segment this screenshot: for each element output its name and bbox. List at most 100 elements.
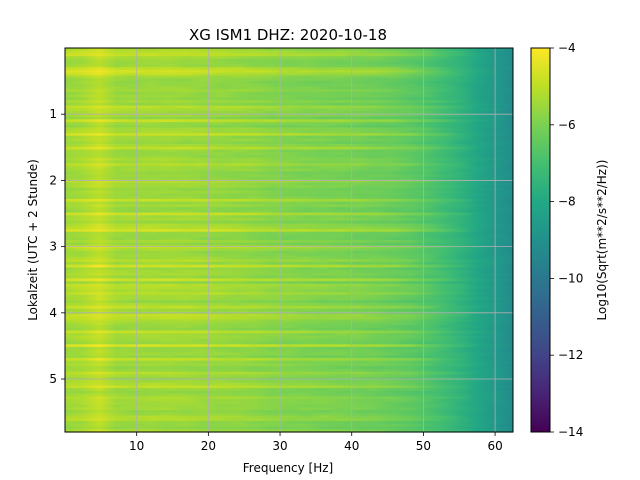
heatmap-row — [65, 64, 513, 68]
y-axis-label: Lokalzeit (UTC + 2 Stunde) — [26, 159, 40, 321]
heatmap-row — [65, 113, 513, 118]
heatmap-row — [65, 182, 513, 186]
colorbar-ticks: −4 −6 −8 −10 −12 −14 — [550, 41, 583, 439]
heatmap-row — [65, 272, 513, 277]
colorbar-fill — [531, 48, 550, 432]
heatmap-row — [65, 338, 513, 343]
heatmap-row — [65, 72, 513, 77]
heatmap-row — [65, 289, 513, 293]
heatmap-row — [65, 256, 513, 260]
heatmap-row — [65, 316, 513, 321]
heatmap-row — [65, 410, 513, 414]
colorbar-label: Log10(Sqrt(m**2/s**2/Hz)) — [595, 160, 609, 321]
heatmap-row — [65, 53, 513, 57]
heatmap-row — [65, 283, 513, 288]
heatmap-row — [65, 344, 513, 348]
colorbar-tick-label: −10 — [558, 271, 583, 285]
heatmap-row — [65, 322, 513, 326]
heatmap-row — [65, 91, 513, 96]
y-tick-label: 4 — [49, 306, 57, 320]
heatmap-row — [65, 146, 513, 151]
heatmap-row — [65, 275, 513, 279]
x-tick-label: 40 — [344, 439, 359, 453]
heatmap-row — [65, 176, 513, 181]
heatmap-row — [65, 185, 513, 189]
heatmap-row — [65, 75, 513, 79]
heatmap-row — [65, 418, 513, 422]
heatmap-row — [65, 366, 513, 370]
heatmap-row — [65, 259, 513, 263]
heatmap-row — [65, 231, 513, 236]
heatmap-row — [65, 242, 513, 247]
heatmap-row — [65, 297, 513, 301]
heatmap-row — [65, 333, 513, 337]
heatmap-row — [65, 152, 513, 156]
heatmap-row — [65, 327, 513, 332]
heatmap-row — [65, 245, 513, 249]
heatmap-row — [65, 149, 513, 153]
heatmap-row — [65, 220, 513, 225]
heatmap-row — [65, 94, 513, 98]
heatmap-row — [65, 141, 513, 145]
heatmap-row — [65, 196, 513, 200]
x-axis-ticks: 10 20 30 40 50 60 — [129, 432, 503, 453]
x-axis-label: Frequency [Hz] — [243, 461, 334, 475]
heatmap-row — [65, 218, 513, 222]
heatmap-row — [65, 168, 513, 173]
heatmap-row — [65, 294, 513, 299]
heatmap-row — [65, 116, 513, 120]
spectrogram-heatmap — [65, 48, 513, 433]
heatmap-row — [65, 163, 513, 167]
heatmap-row — [65, 330, 513, 334]
heatmap-row — [65, 248, 513, 252]
x-tick-label: 30 — [272, 439, 287, 453]
heatmap-row — [65, 212, 513, 216]
heatmap-row — [65, 292, 513, 296]
heatmap-row — [65, 80, 513, 85]
colorbar-frame — [530, 47, 551, 433]
colorbar-tick-label: −8 — [558, 195, 576, 209]
heatmap-row — [65, 300, 513, 304]
heatmap-row — [65, 261, 513, 266]
heatmap-row — [65, 240, 513, 244]
grid-lines — [65, 48, 513, 432]
heatmap-row — [65, 119, 513, 123]
heatmap-row — [65, 204, 513, 208]
heatmap-row — [65, 209, 513, 214]
heatmap-row — [65, 396, 513, 400]
plot-frame — [64, 47, 514, 433]
heatmap-row — [65, 281, 513, 285]
heatmap-row — [65, 124, 513, 129]
heatmap-row — [65, 253, 513, 258]
heatmap-row — [65, 187, 513, 192]
heatmap-row — [65, 144, 513, 148]
x-tick-label: 60 — [487, 439, 502, 453]
colorbar-tick-label: −4 — [558, 41, 576, 55]
heatmap-row — [65, 426, 513, 430]
heatmap-row — [65, 100, 513, 104]
heatmap-row — [65, 138, 513, 142]
heatmap-row — [65, 190, 513, 194]
y-tick-label: 2 — [49, 173, 57, 187]
heatmap-row — [65, 415, 513, 419]
y-tick-label: 5 — [49, 372, 57, 386]
heatmap-row — [65, 264, 513, 269]
heatmap-row — [65, 390, 513, 395]
heatmap-row — [65, 89, 513, 93]
heatmap-row — [65, 223, 513, 227]
heatmap-row — [65, 127, 513, 131]
heatmap-row — [65, 360, 513, 365]
heatmap-row — [65, 404, 513, 408]
heatmap-row — [65, 371, 513, 375]
heatmap-row — [65, 108, 513, 112]
heatmap-row — [65, 382, 513, 386]
heatmap-row — [65, 341, 513, 345]
heatmap-row — [65, 171, 513, 175]
heatmap-row — [65, 111, 513, 115]
heatmap-row — [65, 421, 513, 425]
y-tick-label: 3 — [49, 240, 57, 254]
spectrogram-plot: 10 20 30 40 50 60 1 2 3 4 5 — [49, 47, 514, 453]
heatmap-row — [65, 352, 513, 356]
heatmap-row — [65, 357, 513, 362]
heatmap-row — [65, 234, 513, 238]
